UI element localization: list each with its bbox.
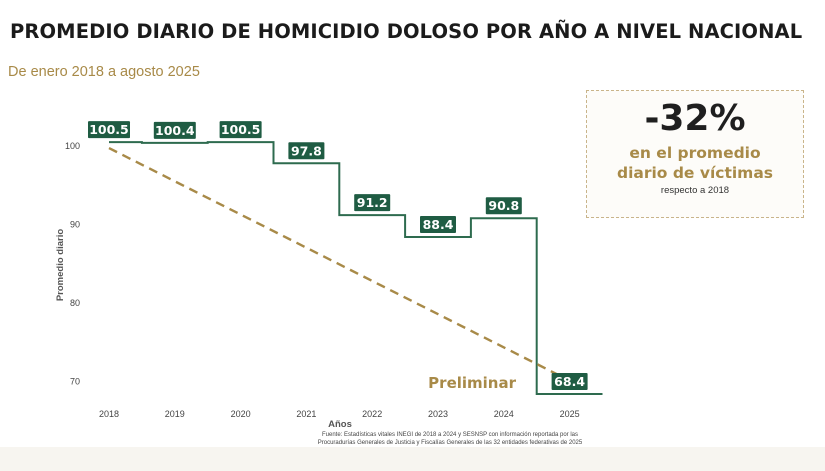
source-line2: Procuradurías Generales de Justicia y Fi… (317, 440, 583, 446)
data-label-box (551, 373, 588, 391)
x-tick-label: 2023 (428, 409, 448, 419)
x-tick-label: 2022 (362, 409, 382, 419)
y-tick-label: 70 (70, 377, 80, 387)
x-tick-label: 2019 (165, 409, 185, 419)
x-tick-label: 2020 (231, 409, 251, 419)
source-note: Fuente: Estadísticas vitales INEGI de 20… (300, 431, 600, 447)
y-tick-label: 90 (70, 220, 80, 230)
data-label: 100.4 (155, 123, 195, 138)
data-label-box (485, 197, 522, 215)
bottom-band (0, 447, 825, 471)
step-series-line (109, 141, 603, 396)
reduction-callout: -32% en el promedio diario de víctimas r… (586, 90, 804, 218)
data-label-box (153, 121, 196, 139)
source-line1: Fuente: Estadísticas vitales INEGI de 20… (321, 432, 579, 438)
data-label: 97.8 (291, 143, 322, 158)
data-label-box (420, 216, 456, 234)
x-axis-label: Años (328, 419, 352, 430)
data-label: 90.8 (488, 198, 519, 213)
trend-line (108, 147, 566, 380)
preliminar-annotation: Preliminar (428, 374, 516, 392)
data-label: 100.5 (221, 122, 261, 137)
x-tick-label: 2021 (296, 409, 316, 419)
chart-subtitle: De enero 2018 a agosto 2025 (8, 64, 200, 80)
y-tick-label: 80 (70, 298, 80, 308)
data-label: 88.4 (423, 217, 454, 232)
x-tick-label: 2025 (560, 409, 580, 419)
data-label-box (219, 121, 262, 139)
data-label: 91.2 (357, 195, 388, 210)
x-tick-label: 2018 (99, 409, 119, 419)
y-tick-label: 100 (65, 141, 80, 151)
callout-line1: en el promedio (629, 144, 761, 162)
data-label-box (288, 142, 325, 160)
callout-line2: diario de víctimas (616, 164, 774, 182)
callout-line3: respecto a 2018 (660, 185, 730, 196)
chart-title: PROMEDIO DIARIO DE HOMICIDIO DOLOSO POR … (10, 20, 803, 43)
callout-percent: -32% (644, 98, 746, 139)
data-label-box (88, 121, 130, 139)
data-label: 68.4 (554, 374, 585, 389)
data-label: 100.5 (89, 122, 129, 137)
y-axis-label: Promedio diario (55, 229, 66, 302)
x-tick-label: 2024 (494, 409, 514, 419)
data-label-box (354, 194, 391, 212)
